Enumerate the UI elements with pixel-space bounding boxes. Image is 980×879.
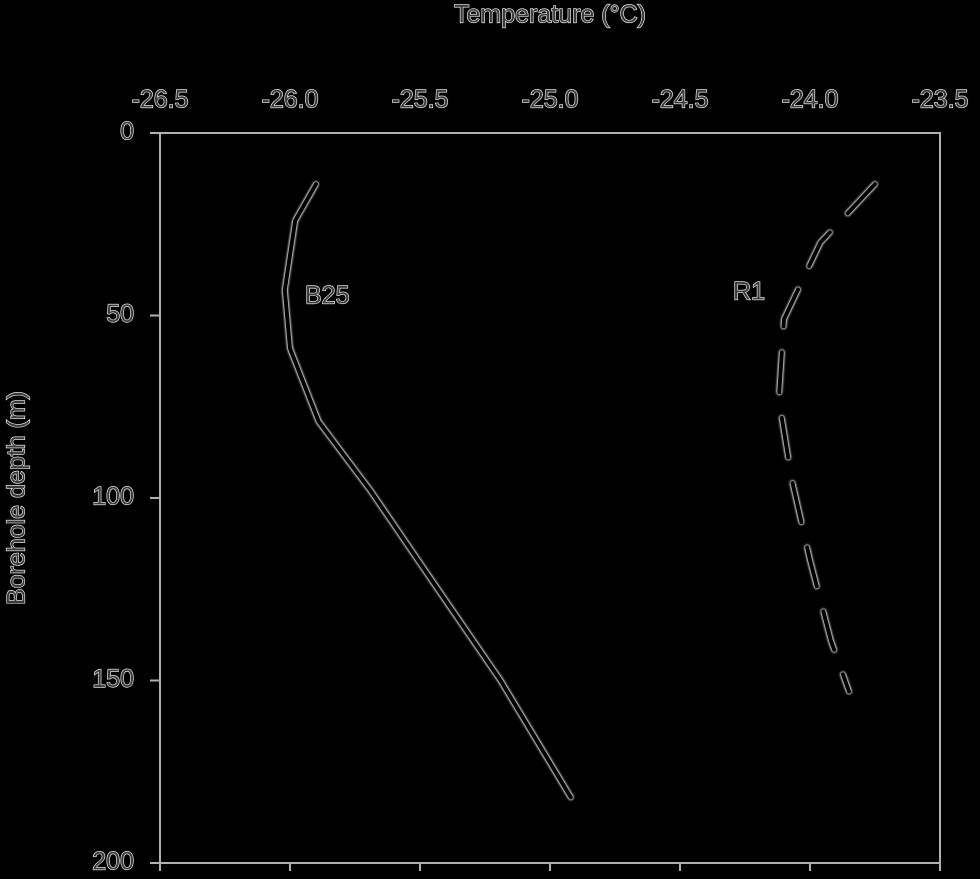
x-tick-label: -26.5 bbox=[132, 86, 189, 114]
x-tick-label: -25.5 bbox=[392, 86, 449, 114]
x-tick-label: -26.0 bbox=[262, 86, 319, 114]
x-axis-title: Temperature (°C) bbox=[454, 1, 646, 29]
y-tick-label: 100 bbox=[92, 483, 134, 511]
series-label: R1 bbox=[733, 278, 765, 306]
series-label: B25 bbox=[305, 282, 349, 310]
y-axis-title: Borehole depth (m) bbox=[3, 391, 31, 605]
x-tick-label: -23.5 bbox=[912, 86, 969, 114]
y-tick-label: 0 bbox=[120, 118, 134, 146]
series-line bbox=[282, 182, 573, 800]
x-tick-label: -25.0 bbox=[522, 86, 579, 114]
y-tick-label: 50 bbox=[106, 300, 134, 328]
series-line bbox=[776, 182, 877, 694]
y-tick-label: 200 bbox=[92, 848, 134, 876]
x-tick-label: -24.0 bbox=[782, 86, 839, 114]
y-tick-label: 150 bbox=[92, 665, 134, 693]
x-tick-label: -24.5 bbox=[652, 86, 709, 114]
